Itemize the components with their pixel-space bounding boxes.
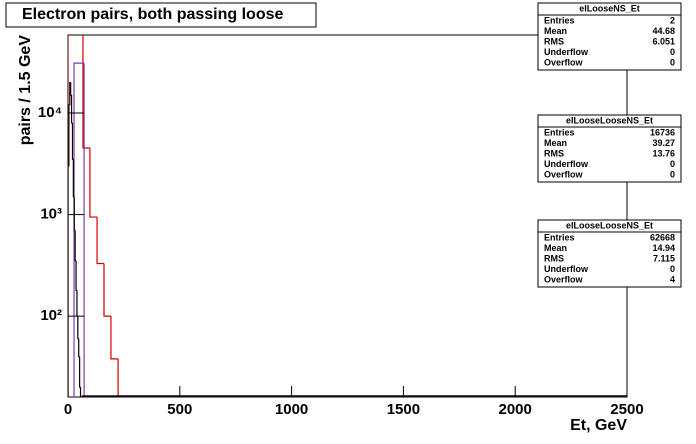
histogram-bin [71,122,74,160]
stats-label: RMS [544,36,564,46]
histogram-bin [73,62,85,397]
stats-label: RMS [544,253,564,263]
stats-label: Overflow [544,274,584,284]
histogram-bin [78,338,80,358]
stats-label: Underflow [544,264,589,274]
stats-label: Entries [544,127,575,137]
stats-value: 0 [670,57,675,67]
stats-box [537,219,682,288]
plot-area [68,35,627,444]
histogram-edge [81,395,627,397]
histogram-bin [79,387,82,397]
stats-label: Entries [544,15,575,25]
stats-label: Underflow [544,47,589,57]
x-tick-label: 500 [167,401,192,418]
histogram-bin [81,418,82,444]
histogram-bin [103,263,111,317]
stats-box [537,2,682,71]
stats-value: 2 [670,15,675,25]
y-tick-label: 10⁴ [38,104,62,121]
stats-value: 44.68 [652,26,675,36]
histogram-bin [73,196,76,231]
stats-value: 13.76 [652,148,675,158]
stats-label: Mean [544,26,567,36]
stats-value: 14.94 [652,243,675,253]
histogram-bin [68,165,69,397]
stats-value: 39.27 [652,138,675,148]
stats-value: 7.115 [653,253,675,263]
x-tick-label: 2000 [499,401,532,418]
stats-value: 0 [670,264,675,274]
stats-value: 0 [670,47,675,57]
histogram-bin [89,148,98,218]
y-tick-label: 10³ [40,206,62,223]
stats-label: Overflow [544,169,584,179]
histogram-bin [110,316,119,360]
stats-box [537,114,682,183]
stats-title: elLooseLooseNS_Et [566,115,653,125]
histogram-bin [68,104,70,167]
x-tick-label: 2500 [610,401,643,418]
chart-title: Electron pairs, both passing loose [22,6,283,23]
histogram-bin [82,35,90,149]
stats-value: 4 [670,274,675,284]
plot-frame [67,34,628,398]
stats-label: Mean [544,138,567,148]
stats-value: 16736 [650,127,675,137]
x-axis-label: Et, GeV [570,417,627,434]
stats-label: Mean [544,243,567,253]
histogram-bin [70,95,73,124]
stats-title: elLooseNS_Et [579,3,640,13]
histogram-bin [77,316,79,340]
histogram-bin [96,217,104,265]
stats-value: 62668 [650,232,675,242]
y-axis-label: pairs / 1.5 GeV [17,35,34,146]
histogram-bin [79,356,81,388]
stats-value: 0 [670,169,675,179]
x-tick-label: 1500 [387,401,420,418]
stats-label: Overflow [544,57,584,67]
histogram-edge [117,358,627,397]
stats-label: RMS [544,148,564,158]
stats-value: 0 [670,159,675,169]
histogram-bin [74,230,77,262]
stats-title: elLooseLooseNS_Et [566,220,653,230]
x-tick-label: 1000 [275,401,308,418]
histogram-bin [76,290,78,317]
y-tick-label: 10² [40,307,62,324]
histogram-bin [75,260,77,291]
title-box [5,2,317,28]
x-tick-label: 0 [64,401,72,418]
stats-label: Underflow [544,159,589,169]
stats-value: 6.051 [652,36,675,46]
histogram-bin [70,82,72,96]
stats-label: Entries [544,232,575,242]
